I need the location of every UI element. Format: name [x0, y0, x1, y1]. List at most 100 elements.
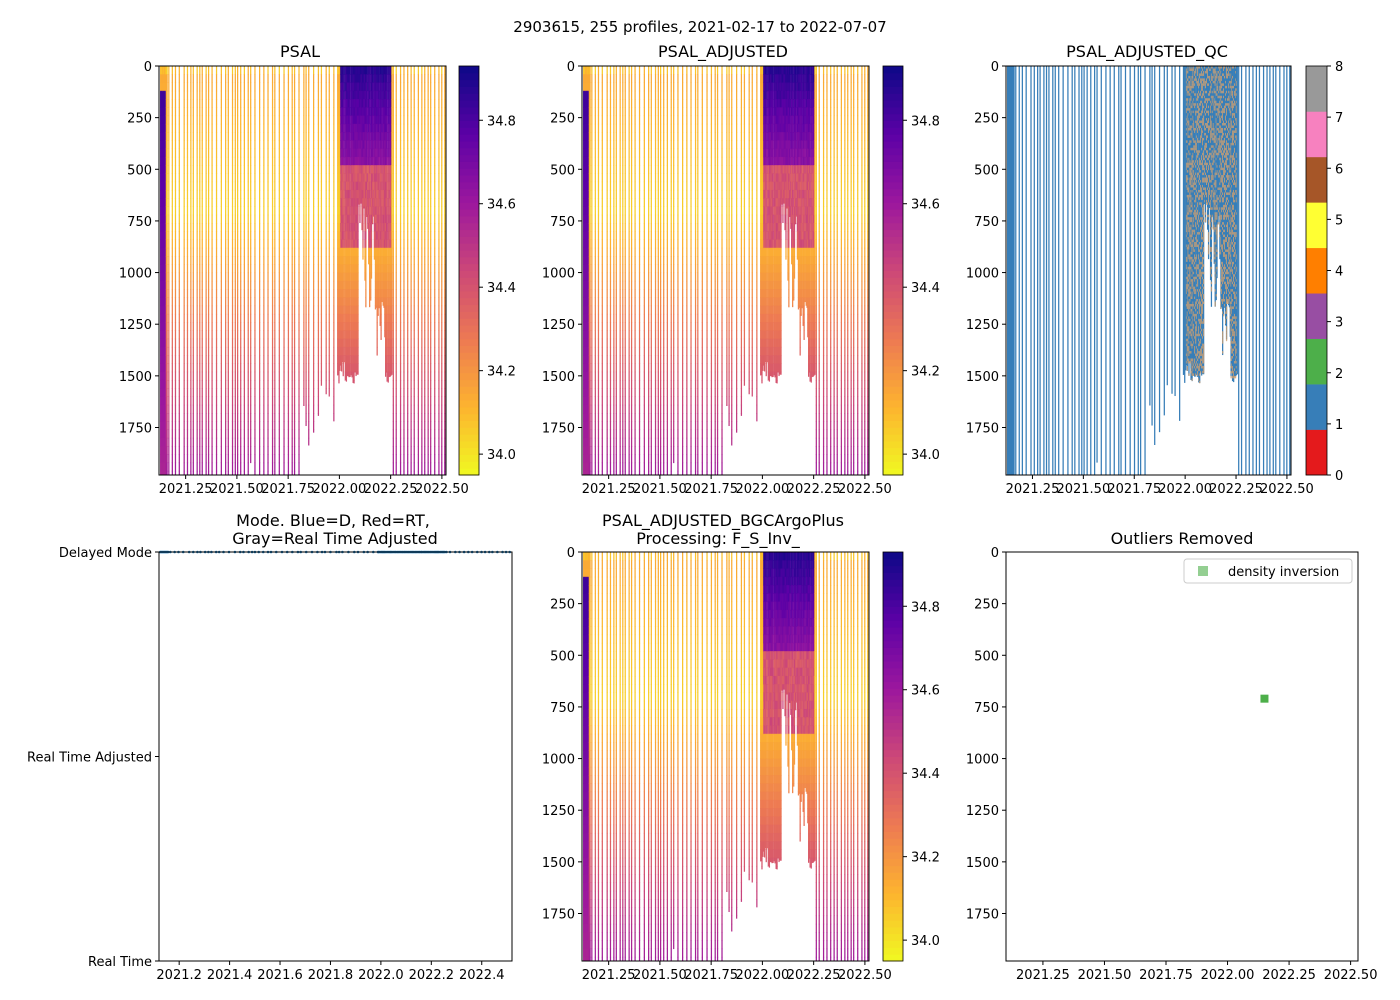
heatmap-cell [298, 198, 300, 207]
heatmap-cell [271, 388, 274, 398]
heatmap-cell [283, 313, 285, 323]
heatmap-cell [160, 132, 162, 141]
heatmap-cell [259, 421, 261, 431]
heatmap-cell [220, 379, 222, 389]
heatmap-cell [267, 355, 269, 364]
heatmap-cell [166, 363, 168, 373]
heatmap-cell [362, 115, 364, 125]
heatmap-cell [171, 247, 173, 257]
heatmap-cell [293, 123, 296, 133]
heatmap-cell [247, 165, 249, 174]
heatmap-cell [207, 346, 210, 356]
heatmap-cell [305, 74, 307, 84]
heatmap-cell [399, 313, 402, 323]
heatmap-cell [174, 90, 177, 100]
heatmap-cell [162, 404, 165, 414]
heatmap-cell [162, 231, 165, 241]
heatmap-cell [227, 115, 229, 125]
heatmap-cell [199, 322, 201, 331]
heatmap-cell [234, 231, 236, 241]
heatmap-cell [364, 115, 366, 125]
heatmap-cell [313, 156, 315, 166]
heatmap-cell [370, 222, 372, 232]
heatmap-cell [199, 437, 201, 447]
heatmap-cell [377, 264, 379, 274]
heatmap-cell [333, 346, 335, 356]
heatmap-cell [355, 173, 357, 183]
heatmap-cell [162, 206, 165, 216]
heatmap-cell [220, 264, 222, 274]
heatmap-profile [293, 66, 296, 475]
heatmap-cell [371, 90, 374, 100]
heatmap-cell [160, 66, 162, 75]
heatmap-cell [163, 173, 165, 183]
heatmap-cell [161, 82, 163, 92]
heatmap-cell [303, 355, 305, 364]
heatmap-cell [165, 90, 168, 100]
heatmap-cell [375, 305, 377, 308]
heatmap-cell [363, 181, 365, 191]
heatmap-cell [308, 247, 310, 257]
heatmap-cell [231, 322, 234, 331]
heatmap-cell [215, 330, 218, 340]
heatmap-cell [259, 338, 261, 348]
heatmap-cell [381, 107, 383, 117]
heatmap-cell [340, 256, 342, 265]
heatmap-cell [339, 140, 341, 150]
heatmap-cell [192, 140, 194, 150]
heatmap-cell [325, 256, 327, 265]
heatmap-cell [199, 231, 201, 241]
heatmap-cell [381, 264, 383, 274]
heatmap-cell [293, 99, 296, 108]
heatmap-cell [370, 198, 373, 207]
heatmap-cell [375, 256, 377, 265]
heatmap-cell [250, 338, 252, 348]
heatmap-cell [263, 446, 265, 455]
heatmap-cell [225, 371, 227, 381]
heatmap-cell [271, 66, 274, 75]
heatmap-cell [340, 173, 343, 183]
heatmap-cell [376, 132, 378, 141]
heatmap-cell [308, 115, 310, 125]
heatmap-cell [291, 371, 293, 381]
heatmap-cell [367, 140, 369, 150]
heatmap-cell [186, 305, 189, 315]
heatmap-cell [345, 82, 348, 92]
heatmap-cell [387, 231, 389, 241]
heatmap-cell [361, 140, 363, 150]
heatmap-cell [291, 107, 293, 117]
heatmap-cell [231, 239, 234, 249]
heatmap-cell [220, 107, 222, 117]
heatmap-cell [317, 148, 320, 158]
heatmap-cell [383, 305, 385, 308]
heatmap-cell [359, 74, 361, 84]
heatmap-cell [338, 330, 340, 340]
heatmap-cell [305, 421, 307, 427]
heatmap-cell [298, 239, 300, 249]
heatmap-cell [199, 214, 201, 224]
heatmap-cell [240, 289, 242, 298]
heatmap-cell [352, 115, 354, 125]
heatmap-cell [186, 404, 189, 414]
heatmap-cell [386, 305, 388, 315]
heatmap-cell [271, 346, 274, 356]
heatmap-cell [348, 330, 350, 340]
heatmap-cell [343, 346, 345, 356]
heatmap-cell [205, 371, 207, 381]
heatmap-cell [356, 90, 358, 100]
heatmap-cell [374, 239, 377, 249]
heatmap-cell [378, 156, 380, 166]
heatmap-cell [385, 181, 387, 191]
heatmap-cell [227, 66, 229, 75]
heatmap-cell [362, 173, 364, 183]
heatmap-cell [317, 82, 320, 92]
heatmap-cell [274, 404, 276, 414]
heatmap-cell [378, 107, 380, 117]
heatmap-profile [278, 66, 280, 475]
heatmap-cell [328, 272, 330, 282]
heatmap-cell [205, 305, 207, 315]
heatmap-cell [347, 132, 349, 141]
heatmap-cell [395, 396, 397, 406]
heatmap-cell [164, 346, 166, 356]
heatmap-cell [387, 289, 389, 298]
